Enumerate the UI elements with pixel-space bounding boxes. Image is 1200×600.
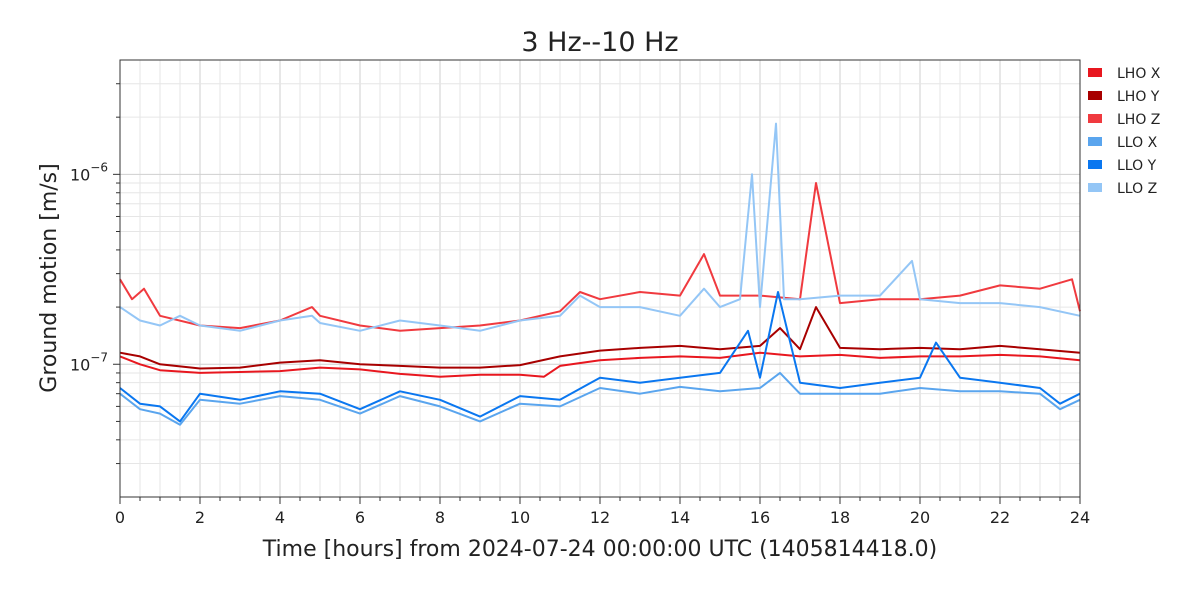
x-tick-label: 0 xyxy=(115,508,125,527)
y-axis: 10−7 10−6 xyxy=(70,83,120,465)
y-axis-label: Ground motion [m/s] xyxy=(37,163,62,392)
legend-swatch xyxy=(1088,183,1102,192)
legend-swatch xyxy=(1088,160,1102,169)
x-tick-label: 24 xyxy=(1070,508,1090,527)
x-tick-label: 18 xyxy=(830,508,850,527)
x-tick-label: 14 xyxy=(670,508,690,527)
legend-label: LLO Z xyxy=(1117,181,1157,197)
x-axis-label: Time [hours] from 2024-07-24 00:00:00 UT… xyxy=(262,537,937,562)
series-line-llo-y xyxy=(119,291,1081,423)
x-tick-label: 10 xyxy=(510,508,530,527)
legend-label: LHO X xyxy=(1117,66,1161,82)
legend-swatch xyxy=(1088,68,1102,77)
x-tick-label: 22 xyxy=(990,508,1010,527)
x-tick-label: 2 xyxy=(195,508,205,527)
y-tick-label: 10−7 xyxy=(70,350,108,374)
legend-label: LLO Y xyxy=(1117,158,1157,174)
legend: LHO X LHO Y LHO Z LLO X LLO Y LLO Z xyxy=(1088,66,1161,197)
x-tick-label: 20 xyxy=(910,508,930,527)
legend-swatch xyxy=(1088,91,1102,100)
x-tick-label: 12 xyxy=(590,508,610,527)
series-line-llo-z xyxy=(119,122,1081,332)
series-line-lho-z xyxy=(119,182,1081,332)
y-tick-label: 10−6 xyxy=(70,160,108,184)
series-line-lho-y xyxy=(119,306,1081,370)
grid xyxy=(120,60,1080,497)
x-axis: 0 2 4 6 8 10 12 14 16 18 20 22 24 xyxy=(115,497,1090,527)
x-tick-label: 4 xyxy=(275,508,285,527)
x-tick-label: 8 xyxy=(435,508,445,527)
legend-swatch xyxy=(1088,114,1102,123)
x-tick-label: 16 xyxy=(750,508,770,527)
x-tick-label: 6 xyxy=(355,508,365,527)
chart-title: 3 Hz--10 Hz xyxy=(521,27,678,58)
plot-series xyxy=(119,122,1081,426)
legend-swatch xyxy=(1088,137,1102,146)
legend-label: LHO Y xyxy=(1117,89,1160,105)
legend-label: LHO Z xyxy=(1117,112,1160,128)
legend-label: LLO X xyxy=(1117,135,1158,151)
series-line-lho-x xyxy=(119,351,1081,378)
series-line-llo-x xyxy=(119,371,1081,426)
